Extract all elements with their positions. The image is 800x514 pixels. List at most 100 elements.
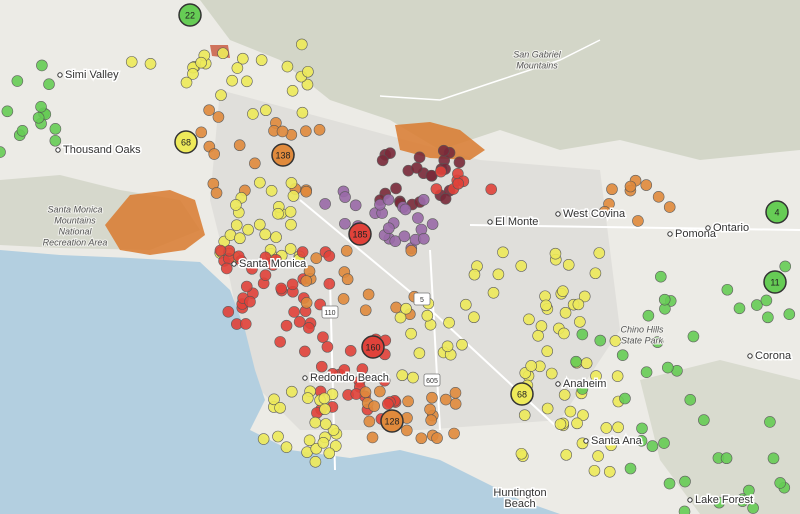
- sensor-dot: [241, 75, 253, 88]
- sensor-dot: [217, 47, 229, 60]
- sensor-dot: [257, 433, 270, 445]
- sensor-dot: [632, 215, 644, 227]
- sensor-dot: [300, 296, 313, 309]
- boundary: [379, 39, 601, 101]
- sensor-dot: [684, 394, 697, 406]
- fire-perimeter: [105, 190, 205, 255]
- sensor-dot: [1, 105, 14, 118]
- sensor-dot: [323, 278, 336, 290]
- cluster[interactable]: [174, 130, 198, 154]
- area-label: Huntington: [493, 487, 546, 499]
- cluster[interactable]: [510, 382, 534, 406]
- sensor-dot: [407, 371, 419, 384]
- sensor-dot: [651, 336, 664, 348]
- place-dot: [555, 211, 561, 217]
- sensor-dot: [619, 392, 631, 405]
- place-dot: [55, 147, 61, 153]
- sensor-dot: [678, 505, 691, 514]
- sensor-dot: [43, 78, 55, 91]
- place-label: Anaheim: [563, 378, 606, 390]
- cluster[interactable]: [348, 222, 372, 246]
- sensor-dot: [359, 386, 372, 399]
- sensor-dot: [318, 392, 331, 405]
- sensor-dot: [720, 452, 733, 465]
- sensor-dot: [36, 59, 48, 72]
- sensor-dot: [733, 302, 746, 315]
- sensor-dot: [255, 54, 268, 66]
- sensor-dot: [293, 316, 306, 328]
- sensor-dot: [49, 123, 62, 135]
- sensor-dot: [485, 183, 498, 196]
- sensor-dot: [319, 198, 331, 210]
- sensor-dot: [577, 409, 589, 421]
- cluster-label[interactable]: 22: [185, 10, 195, 20]
- sensor-dot: [424, 403, 436, 416]
- sensor-dot: [439, 192, 452, 205]
- sensor-dot: [302, 65, 314, 78]
- sensor-dot: [713, 496, 725, 509]
- sensor-dot: [616, 349, 629, 361]
- cluster-label[interactable]: 128: [384, 416, 399, 426]
- cluster[interactable]: [763, 270, 787, 294]
- sensor-dot: [640, 179, 653, 191]
- labels: Simi Valley Thousand Oaks El Monte West Cov…: [42, 3, 793, 511]
- cluster-label[interactable]: 185: [352, 229, 367, 239]
- sensor-dot: [398, 230, 411, 243]
- sensor-dot: [374, 198, 386, 211]
- sensor-dot: [662, 361, 674, 374]
- sensor-dot: [405, 244, 418, 257]
- sensor-dot: [265, 185, 278, 197]
- sensor-dot: [594, 334, 607, 347]
- sensor-dot: [230, 219, 243, 231]
- place-label: Ontario: [713, 222, 749, 234]
- area-label: Mountains: [54, 215, 96, 225]
- sensor-dot: [612, 421, 624, 434]
- sensor-dot: [523, 313, 535, 326]
- sensor-dot: [11, 75, 24, 87]
- sensor-dot: [320, 418, 332, 430]
- place-label: Santa Ana: [591, 435, 643, 447]
- sensor-dot: [259, 228, 272, 241]
- cluster-label[interactable]: 138: [275, 150, 290, 160]
- sensor-dot: [286, 278, 299, 291]
- cluster-label[interactable]: 160: [365, 342, 380, 352]
- cluster[interactable]: [178, 3, 202, 27]
- sensor-dot: [640, 366, 653, 378]
- fire-perimeter: [395, 122, 485, 160]
- sensor-dot: [606, 183, 618, 196]
- place-label: Thousand Oaks: [63, 144, 141, 156]
- sensor-dot: [230, 199, 242, 211]
- place-label: Corona: [755, 350, 792, 362]
- place-dot: [302, 375, 308, 381]
- cluster[interactable]: [380, 409, 404, 433]
- sensor-dot: [242, 223, 254, 236]
- sensor-dot: [300, 185, 313, 198]
- sensor-dot: [323, 250, 336, 262]
- cluster[interactable]: [765, 200, 789, 224]
- place-dot: [747, 353, 753, 359]
- highway-shield: [413, 292, 431, 306]
- cluster[interactable]: [361, 335, 385, 359]
- sensor-dot: [400, 302, 412, 315]
- cluster-label[interactable]: 68: [517, 389, 527, 399]
- sensor-dot: [399, 203, 412, 216]
- sensor-dot: [349, 199, 362, 212]
- cluster-label[interactable]: 68: [181, 137, 191, 147]
- sensor-dot: [658, 437, 670, 449]
- sensor-dot: [383, 222, 395, 234]
- sensor-dot: [323, 447, 336, 460]
- sensor-dot: [425, 414, 437, 426]
- place-label: Redondo Beach: [310, 372, 389, 384]
- sensor-dot: [382, 398, 394, 410]
- cluster-label[interactable]: 4: [774, 207, 779, 217]
- sensor-dot: [341, 273, 354, 286]
- cluster[interactable]: [271, 143, 295, 167]
- sensor-dot: [309, 416, 322, 429]
- sensor-dot: [338, 364, 351, 376]
- sensor-dot: [284, 206, 297, 218]
- sensor-dot: [418, 233, 430, 245]
- sensor-dot: [515, 447, 528, 460]
- cluster-label[interactable]: 11: [770, 277, 779, 287]
- sensor-dot: [249, 157, 261, 170]
- sensor-dot: [16, 124, 29, 137]
